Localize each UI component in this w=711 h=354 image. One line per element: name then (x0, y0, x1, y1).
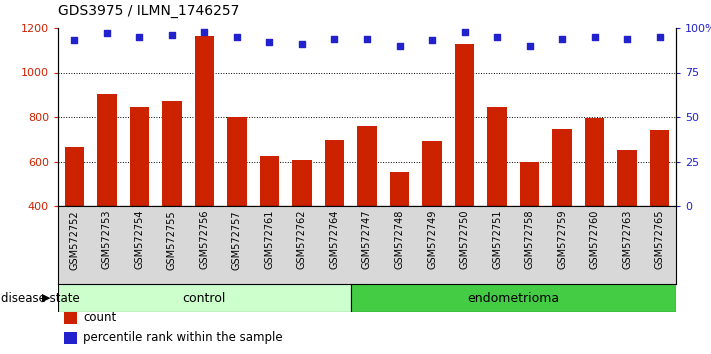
Point (589, 34, 600, 40)
Text: GSM572762: GSM572762 (297, 210, 307, 269)
Text: GSM572757: GSM572757 (232, 210, 242, 269)
Point (296, 41, 308, 47)
Bar (390, 171, 410, 295)
Bar (487, 107, 507, 295)
Bar (227, 117, 247, 295)
Bar (455, 44, 474, 295)
Point (101, 30, 112, 36)
Bar (260, 156, 279, 295)
Bar (422, 142, 442, 295)
Point (361, 36, 373, 41)
Point (394, 43, 405, 48)
Point (264, 39, 275, 45)
Point (459, 29, 470, 34)
Point (134, 34, 145, 40)
Bar (325, 141, 344, 295)
Text: GSM572765: GSM572765 (655, 210, 665, 269)
Text: GSM572764: GSM572764 (329, 210, 339, 269)
Text: GSM572760: GSM572760 (589, 210, 599, 269)
Point (621, 36, 633, 41)
Text: GSM572763: GSM572763 (622, 210, 632, 269)
Bar (64, 332, 77, 343)
Bar (129, 107, 149, 295)
Text: GDS3975 / ILMN_1746257: GDS3975 / ILMN_1746257 (58, 4, 240, 18)
Bar (65, 147, 84, 295)
Text: control: control (183, 291, 226, 304)
Text: GSM572747: GSM572747 (362, 210, 372, 269)
Text: GSM572751: GSM572751 (492, 210, 502, 269)
Bar (97, 94, 117, 295)
Bar (351, 284, 676, 312)
Bar (195, 36, 214, 295)
Text: GSM572756: GSM572756 (199, 210, 209, 269)
Point (491, 34, 503, 40)
Bar (552, 129, 572, 295)
Bar (585, 118, 604, 295)
Point (166, 32, 178, 38)
Text: GSM572752: GSM572752 (69, 210, 79, 269)
Text: count: count (83, 312, 117, 324)
Bar (357, 126, 377, 295)
Text: GSM572748: GSM572748 (395, 210, 405, 269)
Bar (162, 102, 181, 295)
Text: GSM572754: GSM572754 (134, 210, 144, 269)
Text: GSM572761: GSM572761 (264, 210, 274, 269)
Point (654, 34, 665, 40)
Point (68, 38, 80, 43)
Bar (617, 150, 637, 295)
Text: GSM572750: GSM572750 (459, 210, 469, 269)
Text: GSM572758: GSM572758 (525, 210, 535, 269)
Point (427, 38, 438, 43)
Bar (64, 312, 77, 324)
Point (231, 34, 242, 40)
Text: GSM572753: GSM572753 (102, 210, 112, 269)
Text: GSM572755: GSM572755 (167, 210, 177, 269)
Text: GSM572759: GSM572759 (557, 210, 567, 269)
Bar (520, 161, 540, 295)
Point (524, 43, 535, 48)
Point (557, 36, 568, 41)
Text: ▶: ▶ (43, 293, 51, 303)
Point (328, 36, 340, 41)
Bar (650, 130, 670, 295)
Text: percentile rank within the sample: percentile rank within the sample (83, 331, 283, 344)
Text: endometrioma: endometrioma (467, 291, 560, 304)
Text: GSM572749: GSM572749 (427, 210, 437, 269)
Text: disease state: disease state (1, 291, 80, 304)
Point (198, 29, 210, 34)
Bar (58, 284, 351, 312)
Bar (292, 160, 311, 295)
